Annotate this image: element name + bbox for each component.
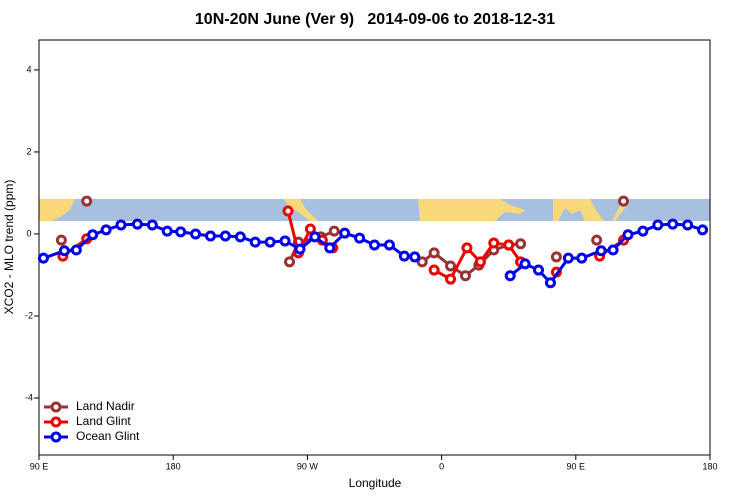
point: [37, 252, 49, 264]
point: [652, 219, 664, 231]
point: [115, 219, 127, 231]
point: [339, 227, 351, 239]
land: [418, 199, 525, 221]
legend-text: Land Nadir: [76, 399, 135, 413]
ocean-band: [39, 199, 710, 221]
legend-text: Land Glint: [76, 414, 131, 428]
point: [369, 239, 380, 251]
point: [284, 256, 296, 268]
y-tick-label: -2: [25, 310, 33, 320]
point: [304, 223, 316, 235]
point: [591, 234, 603, 246]
point: [324, 242, 336, 254]
point: [354, 232, 366, 244]
y-tick-label: -4: [25, 392, 33, 402]
point: [637, 225, 649, 237]
point: [503, 239, 515, 251]
point: [682, 219, 694, 231]
point: [282, 205, 294, 217]
point: [234, 231, 246, 243]
x-tick-label: 180: [702, 461, 717, 471]
point: [607, 244, 619, 256]
point: [55, 234, 67, 246]
y-tick-label: 0: [26, 228, 31, 238]
land: [39, 199, 75, 221]
point: [562, 252, 574, 264]
point: [697, 224, 709, 236]
point: [504, 270, 516, 282]
point: [279, 235, 291, 247]
point: [58, 245, 70, 257]
point: [428, 264, 440, 276]
chart-title: 10N-20N June (Ver 9) 2014-09-06 to 2018-…: [195, 11, 555, 28]
point: [550, 251, 562, 263]
land: [553, 199, 630, 221]
point: [190, 228, 202, 240]
point: [445, 260, 457, 272]
x-tick-label: 90 E: [30, 461, 49, 471]
point: [622, 229, 634, 241]
point: [81, 195, 93, 207]
point: [294, 243, 306, 255]
x-tick-label: 180: [166, 461, 181, 471]
x-tick-label: 0: [439, 461, 444, 471]
point: [161, 225, 173, 237]
point: [488, 237, 500, 249]
legend-marker: [50, 431, 62, 443]
point: [533, 264, 545, 276]
point: [309, 231, 321, 243]
land: [283, 199, 318, 221]
point: [175, 226, 187, 238]
y-axis-label: XCO2 - MLO trend (ppm): [2, 180, 16, 315]
point: [474, 256, 486, 268]
point: [219, 230, 231, 242]
point: [264, 236, 276, 248]
plot-frame: [38, 39, 711, 456]
map-strip: [39, 199, 710, 221]
x-tick-label: 90 E: [567, 461, 586, 471]
legend-marker: [50, 416, 62, 428]
point: [249, 236, 261, 248]
point: [461, 242, 473, 254]
point: [409, 251, 421, 263]
point: [445, 273, 457, 285]
point: [204, 230, 216, 242]
point: [515, 238, 527, 250]
point: [146, 219, 158, 231]
x-axis-label: Longitude: [349, 476, 402, 490]
point: [595, 245, 607, 257]
point: [459, 270, 471, 282]
point: [576, 252, 588, 264]
point: [618, 195, 630, 207]
y-tick-label: 2: [26, 146, 31, 156]
x-tick-label: 90 W: [297, 461, 319, 471]
point: [70, 244, 82, 256]
point: [428, 247, 440, 259]
point: [100, 224, 112, 236]
point: [544, 277, 556, 289]
point: [416, 256, 428, 268]
point: [398, 250, 410, 262]
point: [519, 258, 531, 270]
point: [131, 218, 143, 230]
point: [667, 218, 679, 230]
point: [87, 229, 99, 241]
legend-marker: [50, 401, 62, 413]
point: [328, 225, 340, 237]
point: [383, 239, 395, 251]
y-tick-label: 4: [26, 64, 31, 74]
legend-text: Ocean Glint: [76, 429, 140, 443]
